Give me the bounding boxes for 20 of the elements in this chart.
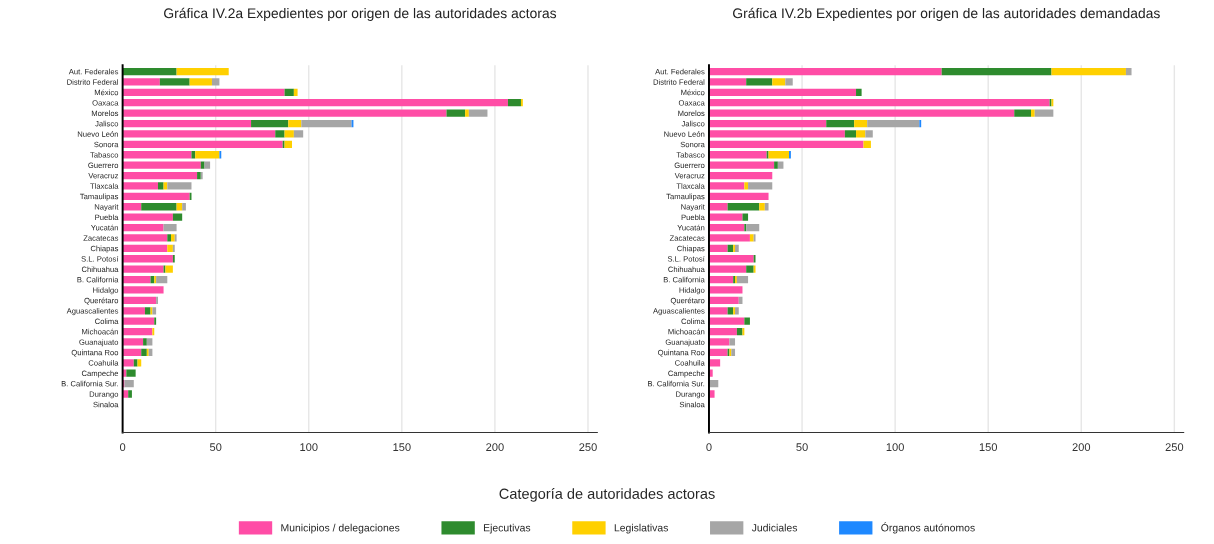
x-tick-label: 100 [300, 443, 318, 452]
chart-title: Gráfica IV.2b Expedientes por origen de las autoridades demandadas [733, 7, 1160, 21]
x-tick-label: 250 [579, 443, 597, 452]
legend-title: Categoría de autoridades actoras [499, 488, 715, 502]
x-tick-label: 200 [1072, 443, 1091, 452]
x-tick-label: 200 [486, 443, 504, 452]
x-tick-label: 50 [796, 443, 808, 452]
chart-title: Gráfica IV.2a Expedientes por origen de las autoridades actoras [164, 7, 557, 21]
x-tick-label: 0 [119, 443, 126, 452]
x-tick-label: 150 [979, 443, 998, 452]
x-tick-label: 250 [1165, 443, 1184, 452]
x-tick-label: 100 [886, 443, 904, 452]
legend-label: Judiciales [751, 523, 798, 532]
legend-label: Legislativas [614, 523, 668, 534]
legend-label: Municipios / delegaciones [281, 523, 400, 534]
legend-label: Órganos autónomos [881, 522, 975, 534]
x-tick-label: 50 [209, 443, 222, 452]
x-tick-label: 150 [393, 443, 411, 452]
x-tick-label: 0 [706, 443, 712, 452]
legend-label: Ejecutivas [483, 523, 531, 534]
